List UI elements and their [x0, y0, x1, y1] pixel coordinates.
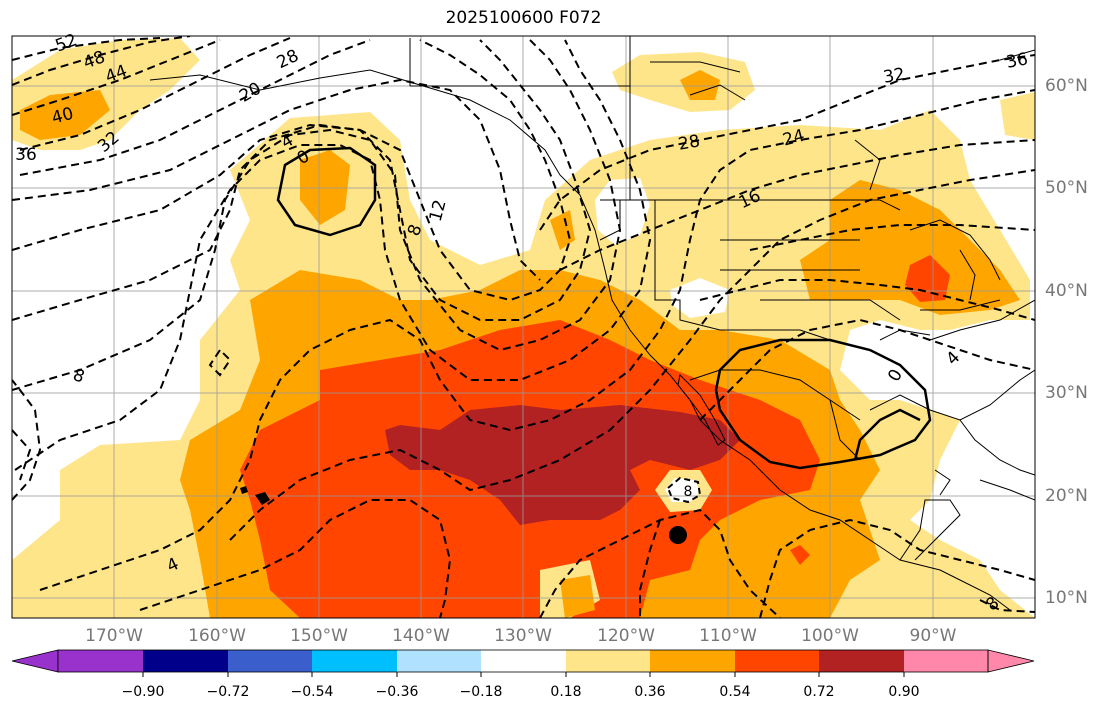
lat-label: 40°N [1045, 281, 1088, 301]
lon-label: 90°W [909, 626, 957, 646]
lon-label: 150°W [290, 626, 348, 646]
shade-yellow-ne [1000, 92, 1035, 140]
storm-center-marker [669, 526, 687, 544]
lat-label: 30°N [1045, 383, 1088, 403]
contour-lines [12, 36, 1035, 618]
colorbar-tick-label: 0.36 [634, 684, 666, 700]
colorbar-over-triangle [987, 649, 1035, 673]
colorbar-tick-label: −0.90 [121, 684, 165, 700]
colorbar-segment [58, 650, 143, 672]
colorbar-segment [312, 650, 397, 672]
colorbar-tick-label: 0.90 [888, 684, 920, 700]
contour-label: 28 [677, 131, 702, 154]
lat-label: 50°N [1045, 178, 1088, 198]
lat-label: 10°N [1045, 588, 1088, 608]
colorbar-segment [143, 650, 228, 672]
lon-label: 160°W [188, 626, 246, 646]
colorbar-tick-label: 0.54 [719, 684, 751, 700]
colorbar-tick-label: 0.72 [803, 684, 835, 700]
colorbar-segment [228, 650, 312, 672]
lon-label: 140°W [392, 626, 450, 646]
contour-label: 36 [1005, 49, 1030, 72]
shade-dark-red [385, 405, 740, 525]
colorbar-segment [819, 650, 904, 672]
contour-label: 36 [15, 145, 37, 165]
colorbar-segment [566, 650, 650, 672]
map-title: 2025100600 F072 [445, 8, 602, 28]
colorbar-tick-label: −0.36 [375, 684, 419, 700]
colorbar-tick-label: −0.54 [290, 684, 334, 700]
lon-label: 100°W [801, 626, 859, 646]
zero-contours [276, 146, 932, 470]
colorbar-under-triangle [11, 649, 59, 673]
colorbar-segment [650, 650, 735, 672]
colorbar-tick-label: −0.18 [459, 684, 503, 700]
colorbar-tick-label: −0.72 [206, 684, 250, 700]
lat-label: 60°N [1045, 76, 1088, 96]
colorbar-segment [735, 650, 819, 672]
colorbar-tick-label: 0.18 [550, 684, 582, 700]
contour-label: 8 [684, 484, 693, 500]
lon-label: 130°W [494, 626, 552, 646]
colorbar-segment [397, 650, 481, 672]
lat-label: 20°N [1045, 486, 1088, 506]
lon-label: 170°W [85, 626, 143, 646]
lon-label: 120°W [597, 626, 655, 646]
lon-label: 110°W [699, 626, 757, 646]
colorbar-segment [904, 650, 988, 672]
contour-label: 32 [882, 64, 907, 87]
colorbar-segment [481, 650, 566, 672]
colorbar [11, 649, 1035, 677]
